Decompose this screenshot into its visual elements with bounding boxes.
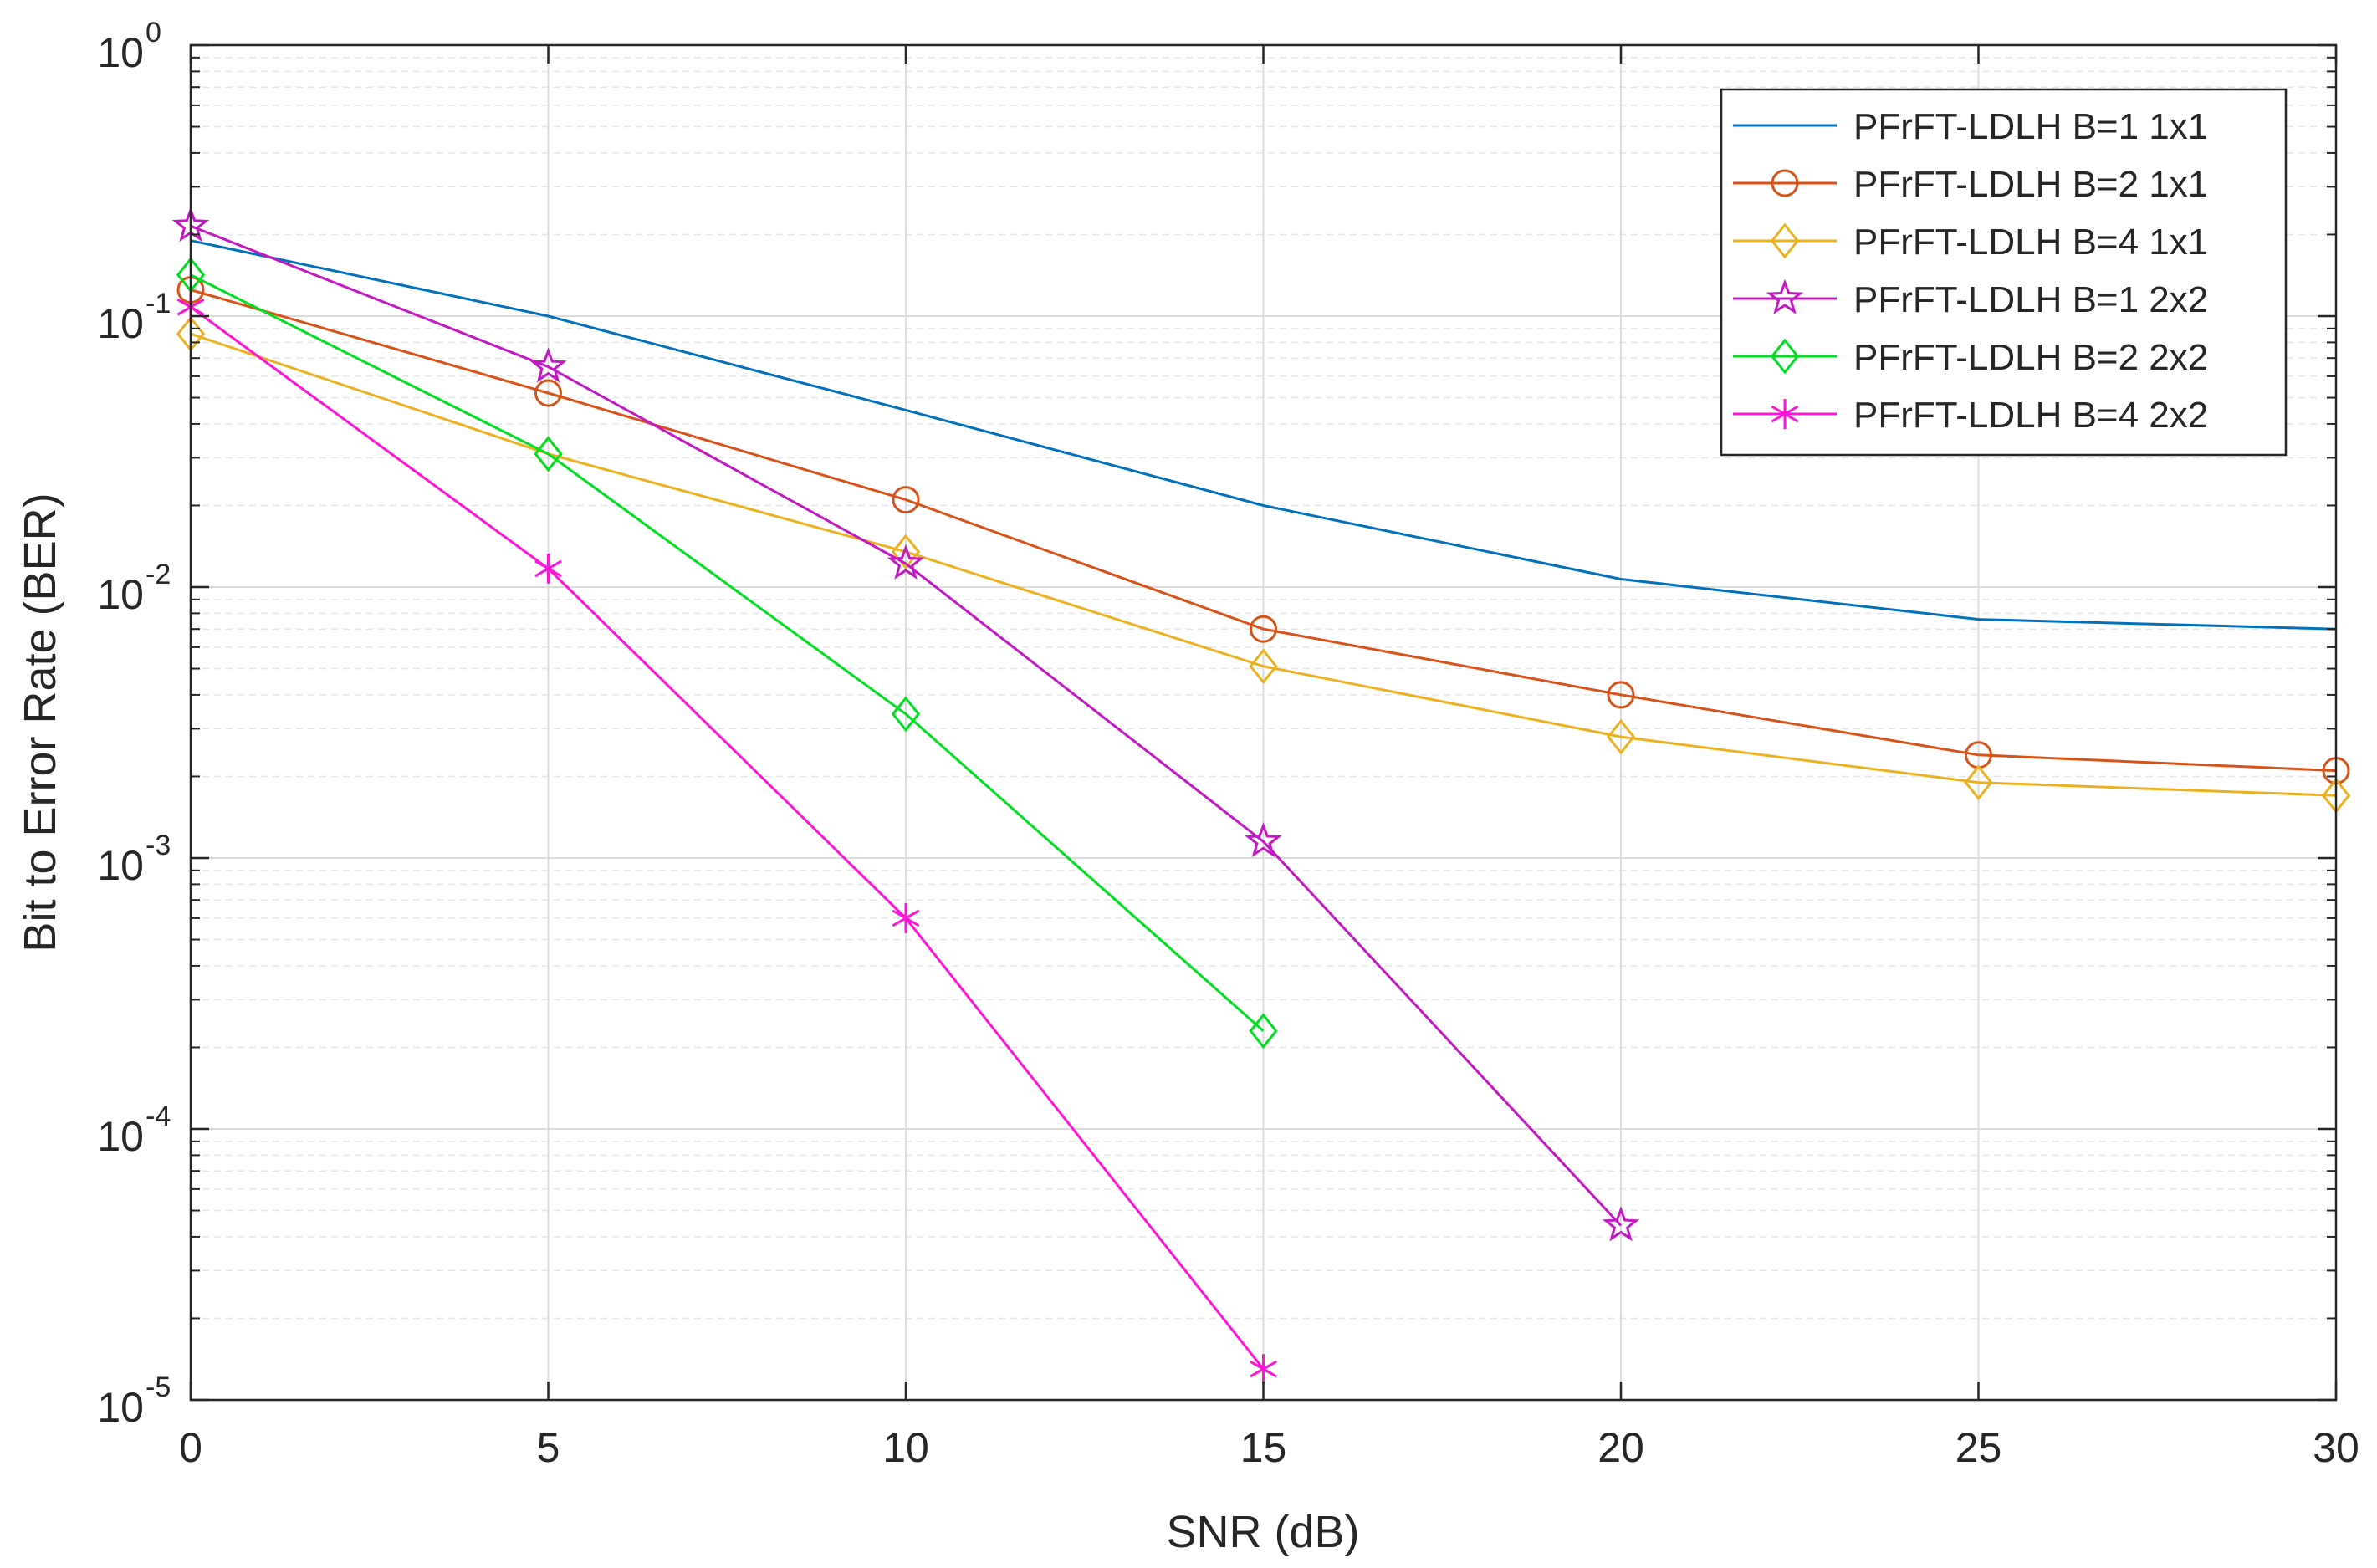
legend-label: PFrFT-LDLH B=2 2x2 (1853, 337, 2208, 378)
data-point (891, 534, 921, 570)
y-tick-exponent: -3 (146, 830, 171, 861)
series-line (190, 239, 2337, 631)
legend-entry: PFrFT-LDLH B=1 1x1 (1733, 106, 2208, 147)
data-point (534, 436, 563, 472)
data-point (891, 696, 921, 733)
data-point (1250, 1354, 1277, 1385)
x-tick-label: 10 (882, 1424, 929, 1471)
data-point (887, 544, 925, 580)
legend-marker (1771, 169, 1799, 197)
data-point (1607, 681, 1635, 709)
legend-marker (1766, 278, 1804, 314)
series-4 (171, 207, 1640, 1242)
legend-label: PFrFT-LDLH B=4 1x1 (1853, 222, 2208, 263)
x-tick-label: 15 (1240, 1424, 1287, 1471)
x-tick-label: 25 (1955, 1424, 2002, 1471)
data-point (1250, 615, 1277, 643)
legend-box (1720, 88, 2288, 457)
legend-entry: PFrFT-LDLH B=4 2x2 (1733, 395, 2208, 436)
legend-label: PFrFT-LDLH B=2 1x1 (1853, 164, 2208, 205)
series-line (190, 224, 1623, 1227)
data-point (1245, 822, 1282, 858)
data-point (892, 486, 920, 514)
y-tick-exponent: -1 (146, 288, 171, 319)
axis-ticks (189, 43, 2338, 1402)
data-point (1606, 718, 1636, 755)
y-axis-title: Bit to Error Rate (BER) (15, 493, 65, 952)
data-point (1249, 648, 1278, 685)
legend-entry: PFrFT-LDLH B=2 1x1 (1733, 164, 2208, 205)
legend-label: PFrFT-LDLH B=4 2x2 (1853, 395, 2208, 436)
y-tick-label: 10 (97, 29, 144, 76)
legend: PFrFT-LDLH B=1 1x1 PFrFT-LDLH B=2 1x1 PFrF… (1720, 88, 2288, 457)
series-line (190, 289, 2337, 773)
series-5 (176, 257, 1278, 1050)
legend-label: PFrFT-LDLH B=1 2x2 (1853, 279, 2208, 320)
y-tick-exponent: 0 (146, 17, 161, 49)
series-6 (176, 292, 1277, 1385)
data-point (1602, 1206, 1640, 1242)
legend-entry: PFrFT-LDLH B=1 2x2 (1733, 278, 2208, 320)
legend-marker (1770, 222, 1800, 259)
y-tick-label: 10 (97, 842, 144, 889)
legend-entry: PFrFT-LDLH B=2 2x2 (1733, 337, 2208, 378)
data-point (1964, 764, 1993, 801)
data-point (1249, 1013, 1278, 1050)
legend-marker (1771, 399, 1799, 429)
y-tick-label: 10 (97, 300, 144, 347)
x-tick-label: 30 (2313, 1424, 2359, 1471)
legend-marker (1770, 338, 1800, 375)
y-tick-exponent: -5 (146, 1371, 171, 1403)
x-tick-label: 5 (537, 1424, 560, 1471)
legend-label: PFrFT-LDLH B=1 1x1 (1853, 106, 2208, 147)
data-point (529, 347, 567, 383)
y-tick-label: 10 (97, 1113, 144, 1160)
y-tick-exponent: -2 (146, 559, 171, 590)
data-point (534, 379, 562, 407)
series-1 (190, 239, 2337, 631)
x-tick-label: 0 (179, 1424, 202, 1471)
data-point (534, 553, 562, 584)
series-line (190, 305, 1265, 1371)
y-tick-exponent: -4 (146, 1101, 171, 1132)
x-tick-labels: 0 5 10 15 20 25 30 (179, 1424, 2359, 1471)
data-point (892, 902, 920, 933)
x-axis-title: SNR (dB) (1166, 1507, 1359, 1557)
legend-entry: PFrFT-LDLH B=4 1x1 (1733, 222, 2208, 263)
x-tick-label: 20 (1597, 1424, 1644, 1471)
series-line (190, 273, 1265, 1032)
y-tick-label: 10 (97, 571, 144, 618)
y-tick-label: 10 (97, 1384, 144, 1431)
